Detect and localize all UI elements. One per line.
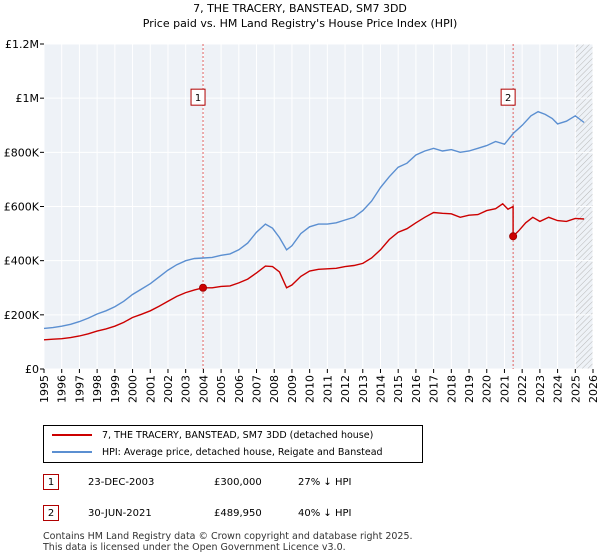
x-tick-label: 1995: [38, 375, 51, 403]
x-tick-label: 1998: [91, 375, 104, 403]
x-tick-label: 2004: [197, 375, 210, 403]
sale-markers: [199, 232, 518, 292]
sale-row-1: 1 23-DEC-2003 £300,000 27% ↓ HPI: [43, 474, 443, 492]
sale-box-2: [500, 88, 516, 106]
series-lines: [43, 110, 585, 341]
x-tick-label: 2025: [569, 375, 582, 403]
legend-swatch-property: [52, 433, 92, 436]
x-tick-label: 2000: [127, 375, 140, 403]
y-tick-label: £1M: [16, 92, 40, 105]
x-tick-label: 2010: [304, 375, 317, 403]
x-tick-label: 1996: [56, 375, 69, 403]
y-tick-label: £800K: [4, 146, 40, 159]
x-tick-label: 2021: [498, 375, 511, 403]
x-tick-label: 2017: [428, 375, 441, 403]
x-tick-label: 2001: [144, 375, 157, 403]
y-tick-label: £200K: [4, 309, 40, 322]
x-tick-label: 2016: [410, 375, 423, 403]
sale-marker-1: [199, 283, 208, 292]
x-tick-label: 2015: [392, 375, 405, 403]
legend-label-property: 7, THE TRACERY, BANSTEAD, SM7 3DD (detac…: [102, 430, 374, 441]
sale-price-2: £489,950: [214, 508, 262, 519]
sale-box-label-1: 1: [195, 93, 201, 104]
property-price-line: [43, 202, 585, 341]
x-tick-label: 2024: [552, 375, 565, 403]
sale-row-2: 2 30-JUN-2021 £489,950 40% ↓ HPI: [43, 505, 443, 523]
x-tick-label: 2008: [268, 375, 281, 403]
x-tick-label: 2009: [286, 375, 299, 403]
legend-swatch-hpi: [52, 450, 92, 453]
chart-title: 7, THE TRACERY, BANSTEAD, SM7 3DD: [193, 2, 407, 15]
x-tick-label: 2019: [463, 375, 476, 403]
y-tick-label: £1.2M: [5, 38, 39, 51]
sale-badge-2: 2: [43, 505, 59, 521]
x-tick-label: 2026: [587, 375, 600, 403]
chart-subtitle: Price paid vs. HM Land Registry's House …: [143, 17, 458, 30]
footer-line-1: Contains HM Land Registry data © Crown c…: [43, 531, 413, 542]
sale-box-1: [190, 88, 206, 106]
hpi-line: [43, 110, 585, 330]
x-tick-label: 2018: [445, 375, 458, 403]
legend-label-hpi: HPI: Average price, detached house, Reig…: [102, 447, 383, 458]
x-tick-label: 2020: [481, 375, 494, 403]
y-tick-label: £400K: [4, 255, 40, 268]
y-tick-label: £0: [25, 363, 39, 376]
y-tick-label: £600K: [4, 201, 40, 214]
x-tick-label: 2014: [374, 375, 387, 403]
legend-item-property: 7, THE TRACERY, BANSTEAD, SM7 3DD (detac…: [52, 428, 373, 444]
legend-item-hpi: HPI: Average price, detached house, Reig…: [52, 445, 383, 461]
axis-ticks: 1995 1996 1997 1998 1999 2000 2001 2002 2003 2004…: [4, 38, 600, 403]
x-tick-label: 2003: [180, 375, 193, 403]
x-tick-label: 2023: [534, 375, 547, 403]
sale-date-1: 23-DEC-2003: [88, 477, 155, 488]
x-tick-label: 2006: [233, 375, 246, 403]
x-tick-label: 2022: [516, 375, 529, 403]
x-tick-label: 2007: [251, 375, 264, 403]
x-tick-label: 1997: [73, 375, 86, 403]
sale-badge-1: 1: [43, 474, 59, 490]
footer: Contains HM Land Registry data © Crown c…: [43, 531, 413, 553]
x-tick-label: 1999: [109, 375, 122, 403]
sale-price-1: £300,000: [214, 477, 262, 488]
x-tick-label: 2002: [162, 375, 175, 403]
sale-hpi-1: 27% ↓ HPI: [298, 477, 352, 488]
sale-date-2: 30-JUN-2021: [88, 508, 152, 519]
x-tick-label: 2011: [321, 375, 334, 403]
x-tick-label: 2012: [339, 375, 352, 403]
sale-marker-2: [509, 232, 518, 241]
sale-hpi-2: 40% ↓ HPI: [298, 508, 352, 519]
x-tick-label: 2005: [215, 375, 228, 403]
sale-box-label-2: 2: [505, 93, 511, 104]
x-tick-label: 2013: [357, 375, 370, 403]
price-chart: 7, THE TRACERY, BANSTEAD, SM7 3DD Price …: [4, 2, 600, 403]
legend: 7, THE TRACERY, BANSTEAD, SM7 3DD (detac…: [43, 425, 423, 463]
footer-line-2: This data is licensed under the Open Gov…: [43, 542, 346, 553]
